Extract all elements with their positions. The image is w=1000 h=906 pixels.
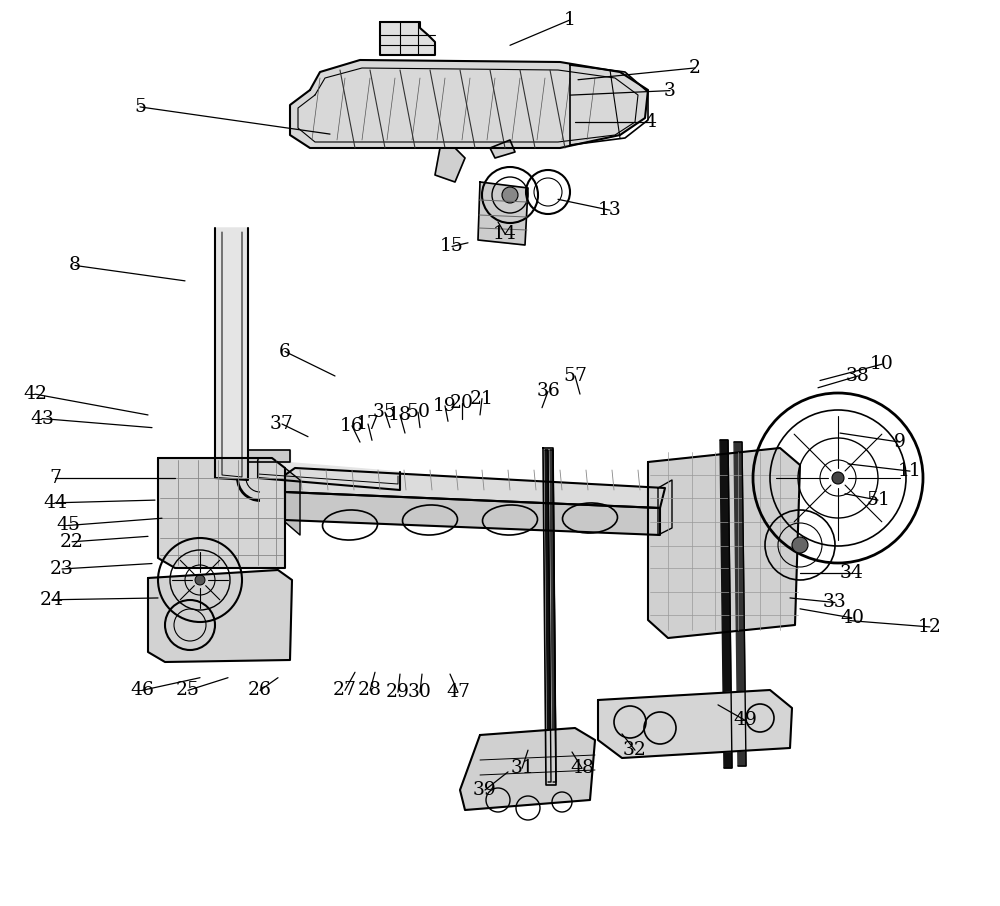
Text: 29: 29 (386, 683, 410, 701)
Polygon shape (435, 148, 465, 182)
Text: 6: 6 (279, 342, 291, 361)
Polygon shape (158, 458, 285, 568)
Text: 35: 35 (373, 403, 397, 421)
Text: 8: 8 (69, 256, 81, 275)
Text: 18: 18 (388, 406, 412, 424)
Text: 28: 28 (358, 681, 382, 699)
Circle shape (792, 537, 808, 553)
Circle shape (195, 575, 205, 585)
Text: 17: 17 (356, 415, 380, 433)
Text: 40: 40 (840, 609, 864, 627)
Polygon shape (490, 140, 515, 158)
Text: 3: 3 (664, 82, 676, 100)
Text: 57: 57 (563, 367, 587, 385)
Polygon shape (720, 440, 732, 768)
Text: 20: 20 (450, 394, 474, 412)
Text: 43: 43 (30, 410, 54, 428)
Text: 27: 27 (333, 681, 357, 699)
Text: 11: 11 (898, 462, 922, 480)
Text: 32: 32 (623, 741, 647, 759)
Polygon shape (380, 22, 435, 55)
Polygon shape (460, 728, 595, 810)
Text: 22: 22 (60, 533, 84, 551)
Text: 37: 37 (270, 415, 294, 433)
Polygon shape (285, 468, 300, 535)
Text: 47: 47 (446, 683, 470, 701)
Text: 48: 48 (570, 759, 594, 777)
Text: 1: 1 (564, 11, 576, 29)
Text: 7: 7 (49, 469, 61, 487)
Text: 50: 50 (406, 403, 430, 421)
Polygon shape (290, 60, 648, 148)
Polygon shape (543, 448, 556, 785)
Text: 51: 51 (866, 491, 890, 509)
Text: 2: 2 (689, 59, 701, 77)
Text: 46: 46 (130, 681, 154, 699)
Polygon shape (215, 228, 248, 480)
Text: 23: 23 (50, 560, 74, 578)
Text: 14: 14 (493, 225, 517, 243)
Circle shape (502, 187, 518, 203)
Text: 13: 13 (598, 201, 622, 219)
Polygon shape (545, 450, 551, 782)
Text: 4: 4 (644, 113, 656, 131)
Text: 44: 44 (43, 494, 67, 512)
Polygon shape (478, 182, 528, 245)
Polygon shape (648, 448, 800, 638)
Text: 49: 49 (733, 711, 757, 729)
Polygon shape (285, 492, 660, 535)
Text: 19: 19 (433, 397, 457, 415)
Text: 45: 45 (56, 516, 80, 535)
Text: 31: 31 (510, 759, 534, 777)
Text: 42: 42 (23, 385, 47, 403)
Text: 33: 33 (823, 593, 847, 612)
Text: 25: 25 (176, 681, 200, 699)
Text: 16: 16 (340, 417, 364, 435)
Polygon shape (248, 450, 290, 462)
Circle shape (832, 472, 844, 484)
Text: 15: 15 (440, 237, 464, 255)
Polygon shape (148, 570, 292, 662)
Text: 38: 38 (846, 367, 870, 385)
Text: 36: 36 (536, 382, 560, 400)
Polygon shape (658, 480, 672, 535)
Polygon shape (550, 450, 556, 782)
Text: 30: 30 (408, 683, 432, 701)
Text: 12: 12 (918, 618, 942, 636)
Text: 21: 21 (470, 390, 494, 408)
Polygon shape (285, 468, 665, 508)
Polygon shape (598, 690, 792, 758)
Text: 24: 24 (40, 591, 64, 609)
Text: 39: 39 (473, 781, 497, 799)
Text: 34: 34 (840, 564, 864, 582)
Text: 10: 10 (870, 355, 894, 373)
Text: 26: 26 (248, 681, 272, 699)
Text: 9: 9 (894, 433, 906, 451)
Polygon shape (258, 460, 400, 490)
Text: 5: 5 (134, 98, 146, 116)
Polygon shape (734, 442, 746, 766)
